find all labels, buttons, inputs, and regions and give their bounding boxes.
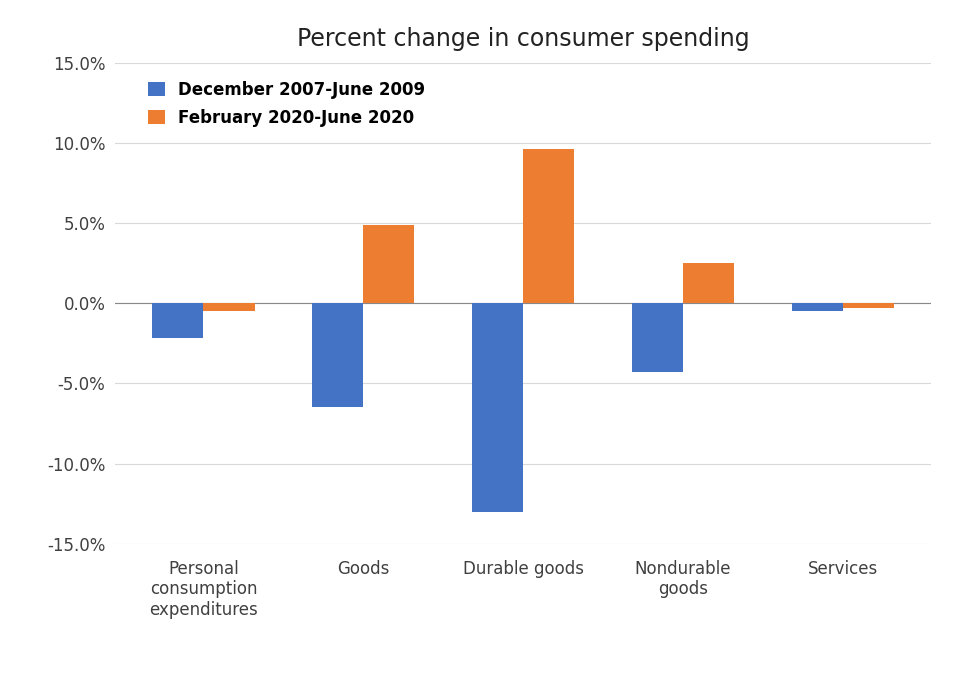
Bar: [153, 303, 204, 339]
Bar: [312, 303, 363, 407]
Bar: [632, 303, 684, 372]
Title: Percent change in consumer spending: Percent change in consumer spending: [297, 27, 750, 51]
Bar: [472, 303, 523, 512]
Bar: [363, 224, 415, 303]
Bar: [684, 263, 734, 303]
Legend: December 2007-June 2009, February 2020-June 2020: December 2007-June 2009, February 2020-J…: [148, 81, 425, 127]
Bar: [204, 303, 254, 311]
Bar: [843, 303, 894, 308]
Bar: [792, 303, 843, 311]
Bar: [523, 149, 574, 303]
